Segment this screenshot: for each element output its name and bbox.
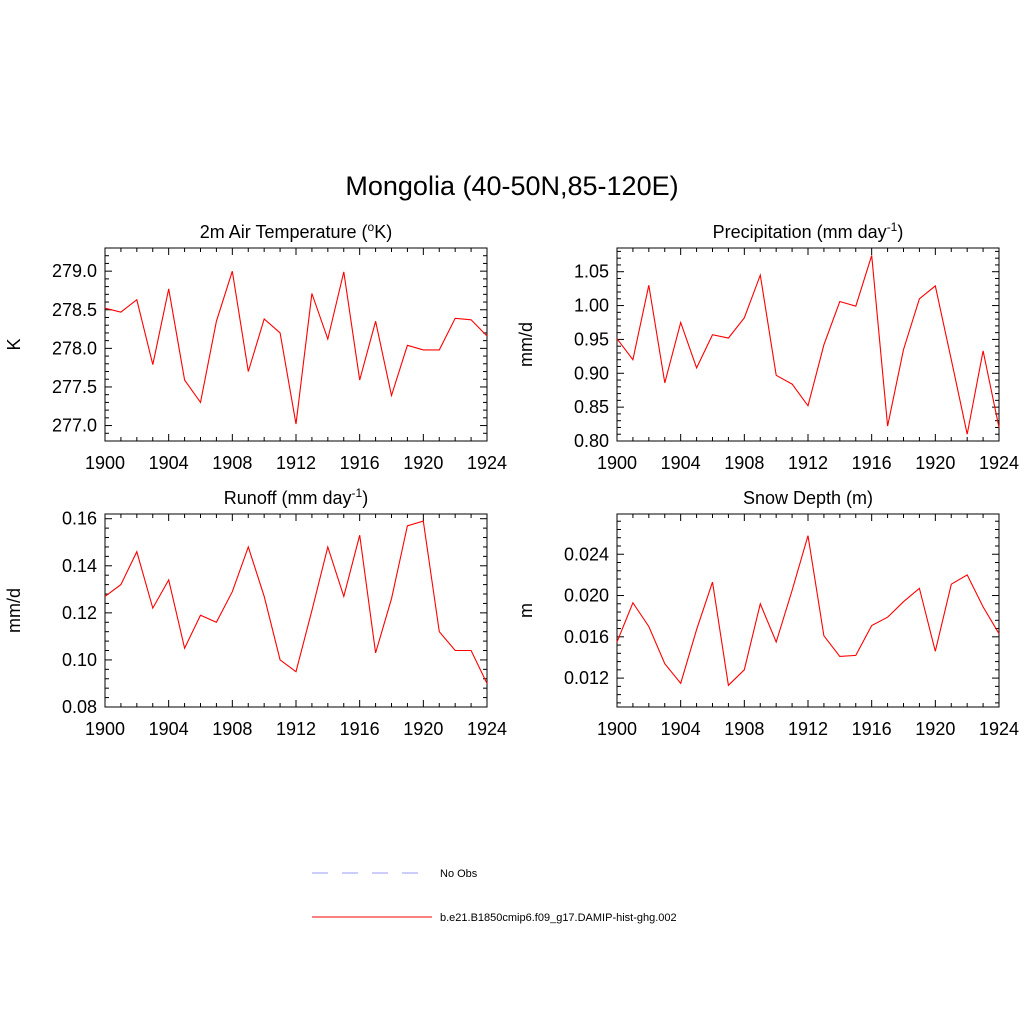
panel-title: Precipitation (mm day-1) — [713, 220, 904, 242]
x-tick-label: 1904 — [661, 453, 701, 473]
x-tick-label: 1924 — [979, 453, 1019, 473]
plot-frame — [616, 247, 1000, 442]
y-tick-label: 0.85 — [574, 397, 609, 417]
legend-label: No Obs — [440, 868, 478, 880]
x-tick-label: 1916 — [852, 453, 892, 473]
panel-title: Snow Depth (m) — [743, 488, 873, 508]
x-tick-label: 1908 — [212, 453, 252, 473]
y-axis-label: m — [516, 603, 536, 618]
x-tick-label: 1916 — [852, 719, 892, 739]
x-tick-label: 1916 — [340, 719, 380, 739]
plot-frame — [104, 513, 488, 708]
panel-precipitation: Precipitation (mm day-1) mm/d 1900 1904 1908… — [516, 220, 1019, 473]
x-tick-label: 1912 — [788, 453, 828, 473]
y-tick-label: 277.5 — [52, 377, 97, 397]
panel-snow-depth: Snow Depth (m) m 1900 1904 1908 1912 1916 1920 1… — [516, 488, 1019, 739]
series-line — [616, 255, 1000, 435]
y-tick-label: 0.16 — [62, 509, 97, 529]
y-tick-label: 278.0 — [52, 338, 97, 358]
y-tick-label: 0.14 — [62, 556, 97, 576]
x-tick-label: 1912 — [276, 719, 316, 739]
y-tick-label: 0.90 — [574, 363, 609, 383]
y-tick-label: 0.10 — [62, 650, 97, 670]
figure-title: Mongolia (40-50N,85-120E) — [345, 171, 678, 201]
panels: 2m Air Temperature (oK) K 1900 1904 1908 1912… — [4, 220, 1019, 739]
x-tick-label: 1924 — [467, 719, 507, 739]
y-tick-label: 0.08 — [62, 697, 97, 717]
x-tick-label: 1904 — [149, 453, 189, 473]
y-tick-label: 1.05 — [574, 262, 609, 282]
y-tick-label: 0.12 — [62, 603, 97, 623]
series-line — [616, 535, 1000, 687]
x-tick-label: 1900 — [85, 453, 125, 473]
y-tick-label: 279.0 — [52, 261, 97, 281]
x-tick-label: 1920 — [915, 453, 955, 473]
panel-title: 2m Air Temperature (oK) — [200, 220, 392, 242]
x-tick-label: 1920 — [915, 719, 955, 739]
x-tick-label: 1900 — [85, 719, 125, 739]
y-tick-label: 0.95 — [574, 329, 609, 349]
y-axis-label: mm/d — [4, 588, 24, 633]
plot-frame — [616, 513, 1000, 708]
plot-frame — [104, 247, 488, 442]
x-tick-label: 1900 — [597, 453, 637, 473]
legend: No Obs b.e21.B1850cmip6.f09_g17.DAMIP-his… — [312, 868, 677, 924]
x-tick-label: 1908 — [724, 719, 764, 739]
y-axis-label: mm/d — [516, 322, 536, 367]
x-tick-label: 1908 — [724, 453, 764, 473]
legend-label: b.e21.B1850cmip6.f09_g17.DAMIP-hist-ghg.… — [440, 912, 677, 924]
x-tick-label: 1924 — [979, 719, 1019, 739]
y-tick-label: 0.80 — [574, 431, 609, 451]
x-tick-label: 1920 — [403, 719, 443, 739]
x-tick-label: 1912 — [788, 719, 828, 739]
x-tick-label: 1920 — [403, 453, 443, 473]
y-tick-label: 278.5 — [52, 300, 97, 320]
series-line — [104, 520, 488, 684]
panel-runoff: Runoff (mm day-1) mm/d 1900 1904 1908 1912 191… — [4, 486, 507, 739]
y-tick-label: 1.00 — [574, 296, 609, 316]
x-tick-label: 1900 — [597, 719, 637, 739]
x-tick-label: 1904 — [661, 719, 701, 739]
x-tick-label: 1924 — [467, 453, 507, 473]
panel-air-temperature: 2m Air Temperature (oK) K 1900 1904 1908 1912… — [4, 220, 507, 473]
series-line — [104, 271, 488, 425]
x-tick-label: 1916 — [340, 453, 380, 473]
y-axis-label: K — [4, 338, 24, 350]
y-tick-label: 0.016 — [564, 627, 609, 647]
y-tick-label: 0.024 — [564, 544, 609, 564]
y-tick-label: 0.012 — [564, 668, 609, 688]
x-tick-label: 1912 — [276, 453, 316, 473]
x-tick-label: 1908 — [212, 719, 252, 739]
x-tick-label: 1904 — [149, 719, 189, 739]
y-tick-label: 0.020 — [564, 586, 609, 606]
panel-title: Runoff (mm day-1) — [224, 486, 368, 508]
y-tick-label: 277.0 — [52, 416, 97, 436]
